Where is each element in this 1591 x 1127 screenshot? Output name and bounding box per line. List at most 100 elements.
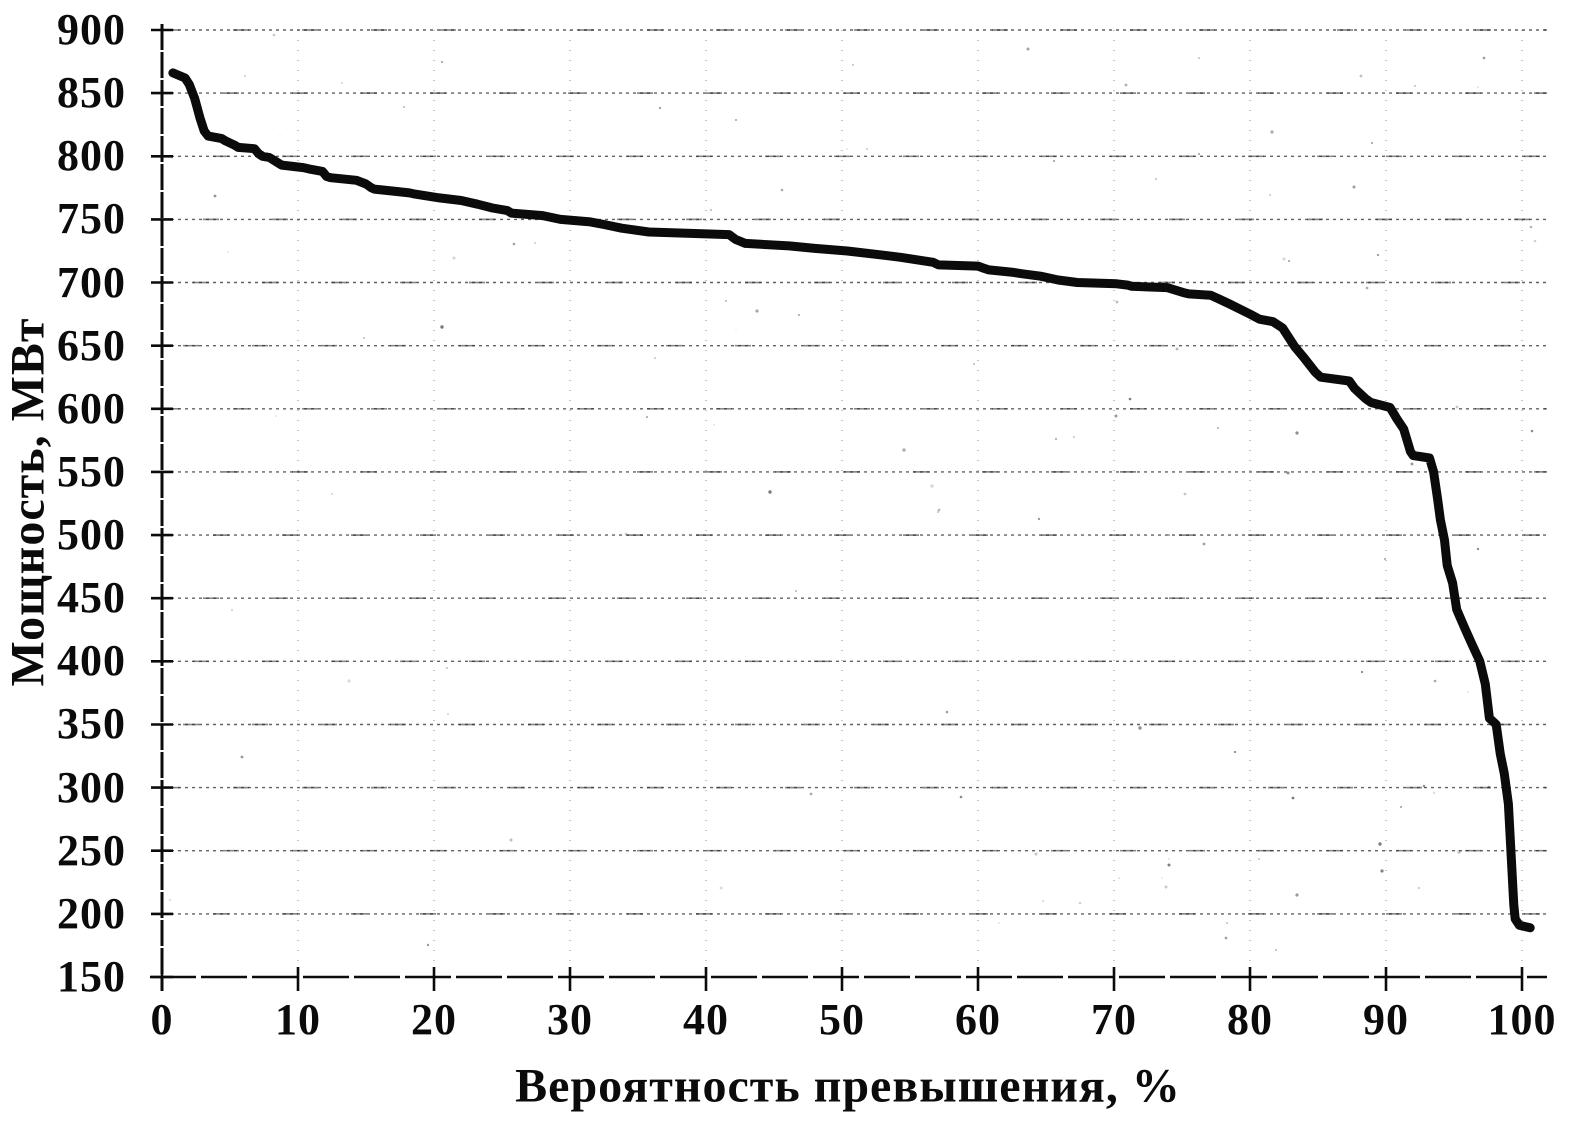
y-tick-label: 650 xyxy=(57,320,126,370)
scan-speck xyxy=(1533,239,1537,243)
x-tick-label: 90 xyxy=(1363,995,1409,1044)
scan-speck xyxy=(331,493,333,495)
y-tick-label: 500 xyxy=(57,510,126,560)
y-tick-label: 150 xyxy=(57,952,126,1001)
x-tick-label: 80 xyxy=(1227,995,1273,1044)
scan-speck xyxy=(1078,901,1082,905)
power-curve xyxy=(168,68,1535,933)
scan-speck xyxy=(1164,885,1168,889)
scan-speck xyxy=(1114,414,1118,418)
scan-speck xyxy=(1258,858,1260,860)
scan-speck xyxy=(902,448,906,452)
scan-speck xyxy=(930,484,934,488)
scan-speck xyxy=(852,64,854,66)
scan-speck xyxy=(709,208,713,212)
scan-speck xyxy=(780,188,784,192)
scan-speck xyxy=(1529,225,1533,229)
y-tick-label: 600 xyxy=(57,383,126,433)
scan-speck xyxy=(1378,842,1382,846)
x-tick-label: 70 xyxy=(1091,995,1137,1044)
scan-speck xyxy=(1530,429,1534,433)
x-tick-label: 0 xyxy=(150,995,174,1044)
scan-speck xyxy=(1198,57,1200,59)
scan-speck xyxy=(1130,722,1134,726)
scan-speck xyxy=(1124,83,1128,87)
scan-speck xyxy=(1217,427,1219,429)
scan-speck xyxy=(768,490,772,494)
scan-speck xyxy=(446,667,448,669)
scan-speck xyxy=(1270,130,1274,134)
x-tick-label: 60 xyxy=(955,995,1001,1044)
scan-speck xyxy=(1288,260,1290,262)
scan-speck xyxy=(1457,850,1461,854)
scan-speck xyxy=(795,590,797,592)
scan-speck xyxy=(1482,56,1486,60)
x-tick-label: 100 xyxy=(1487,995,1557,1044)
scan-speck xyxy=(1042,900,1044,902)
scan-speck xyxy=(973,363,975,365)
scan-speck xyxy=(1422,784,1426,788)
y-tick-label: 850 xyxy=(57,68,126,118)
scan-speck xyxy=(846,148,848,150)
scan-speck xyxy=(1360,670,1364,674)
scan-speck xyxy=(1377,254,1379,256)
scan-speck xyxy=(1371,142,1373,144)
scan-speck xyxy=(1316,345,1318,347)
scan-speck xyxy=(275,415,277,417)
scan-speck xyxy=(1352,185,1356,189)
scan-speck xyxy=(1384,558,1386,560)
scan-speck xyxy=(866,148,868,150)
scan-speck xyxy=(1487,785,1491,789)
y-tick-label: 350 xyxy=(57,699,126,749)
scan-speck xyxy=(998,922,1000,924)
scan-speck xyxy=(1359,74,1363,78)
scan-speck xyxy=(1052,159,1056,163)
scan-speck xyxy=(798,314,800,316)
scan-speck xyxy=(1455,405,1459,409)
scan-speck xyxy=(1433,792,1435,794)
scan-speck xyxy=(362,336,366,340)
scan-speck xyxy=(1414,85,1416,87)
scan-speck xyxy=(937,508,941,512)
scan-speck xyxy=(1295,893,1299,897)
scan-speck xyxy=(1467,691,1469,693)
scan-speck xyxy=(231,609,233,611)
scan-speck xyxy=(624,532,628,536)
scan-speck xyxy=(1128,397,1132,401)
scan-speck xyxy=(659,107,661,109)
scan-speck xyxy=(1168,858,1170,860)
scan-speck xyxy=(1115,300,1119,304)
scan-speck xyxy=(809,792,813,796)
scan-speck xyxy=(1295,431,1299,435)
x-tick-label: 20 xyxy=(411,995,457,1044)
x-tick-label: 50 xyxy=(819,995,865,1044)
scan-speck xyxy=(936,510,940,514)
scan-speck xyxy=(945,710,949,714)
scan-speck xyxy=(403,106,405,108)
scan-speck xyxy=(735,119,737,121)
scan-speck xyxy=(1183,492,1187,496)
scan-speck xyxy=(440,325,444,329)
scan-speck xyxy=(645,415,649,419)
scan-speck xyxy=(1138,726,1142,730)
y-tick-label: 200 xyxy=(57,888,126,938)
scan-speck xyxy=(534,242,536,244)
scan-speck xyxy=(426,943,430,947)
scan-speck xyxy=(1118,877,1120,879)
scan-speck xyxy=(735,329,737,331)
scan-speck xyxy=(452,256,456,260)
scan-speck xyxy=(347,679,351,683)
scan-speck xyxy=(1212,292,1214,294)
scan-speck xyxy=(1365,286,1369,290)
scan-speck xyxy=(1275,949,1277,951)
scan-speck xyxy=(213,194,217,198)
scan-speck xyxy=(447,713,449,715)
scan-speck xyxy=(1161,877,1163,879)
scan-speck xyxy=(1198,153,1200,155)
y-tick-label: 450 xyxy=(57,573,126,623)
scan-speck xyxy=(1477,86,1479,88)
scan-speck xyxy=(512,242,516,246)
scan-speck xyxy=(341,82,343,84)
scan-speck xyxy=(1269,194,1271,196)
